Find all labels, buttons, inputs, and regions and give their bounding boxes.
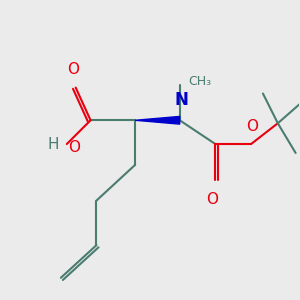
Text: CH₃: CH₃ — [189, 75, 212, 88]
Text: O: O — [247, 119, 259, 134]
Polygon shape — [135, 116, 180, 124]
Text: O: O — [206, 192, 218, 207]
Text: H: H — [48, 136, 59, 152]
Text: O: O — [68, 140, 80, 154]
Text: O: O — [67, 62, 79, 77]
Text: N: N — [174, 91, 188, 109]
